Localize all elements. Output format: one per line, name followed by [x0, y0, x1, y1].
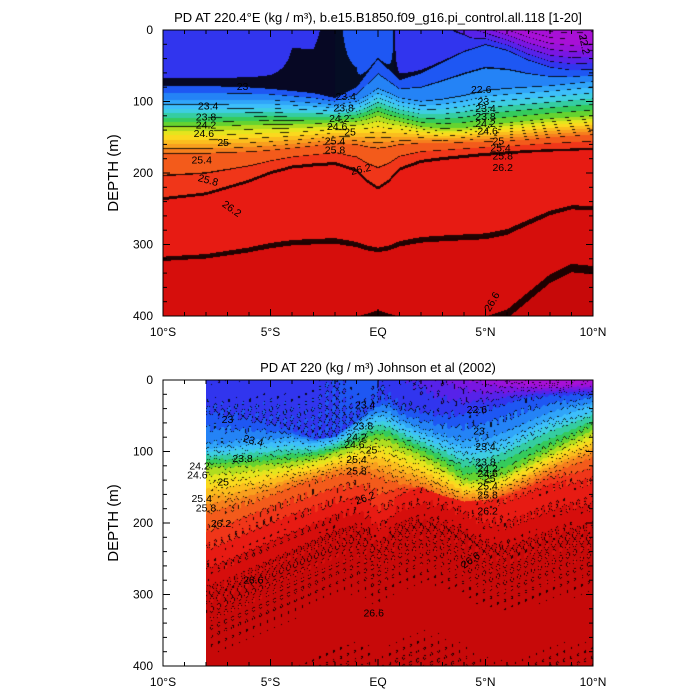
contour-label: 26.2 — [211, 518, 232, 530]
x-tick-label: EQ — [369, 675, 386, 689]
contour-label: 22.6 — [467, 404, 488, 416]
y-tick-label: 300 — [133, 238, 153, 252]
contour-label: 23.8 — [475, 111, 496, 123]
x-tick-label: 10°S — [150, 675, 176, 689]
contour-label: 24.2 — [196, 120, 217, 132]
contour-label: 25.4 — [191, 155, 212, 167]
contour-label: 26.6 — [363, 608, 384, 620]
contour-label: 25 — [493, 135, 505, 147]
y-axis-label: DEPTH (m) — [105, 484, 122, 562]
contour-label: 23.8 — [353, 420, 374, 432]
contour-label: 22.2 — [576, 33, 592, 56]
contour-label: 22.6 — [471, 84, 492, 96]
contour-label: 25.4 — [346, 454, 367, 466]
contour-label: 25 — [366, 445, 378, 457]
y-tick-label: 100 — [133, 95, 153, 109]
contour-label: 26.2 — [477, 505, 498, 517]
contour-label: 23.8 — [232, 453, 253, 465]
contour-label: 25 — [344, 127, 356, 139]
contour-label: 24.2 — [475, 118, 496, 130]
y-tick-label: 0 — [146, 373, 153, 387]
contour-label: 23.4 — [475, 103, 496, 115]
x-tick-label: EQ — [369, 325, 386, 339]
contour-label: 24.2 — [346, 432, 367, 444]
contour-label: 23.4 — [198, 100, 219, 112]
contour-label: 24.2 — [329, 113, 350, 125]
contour-label: 24.6 — [327, 121, 348, 133]
contour-label: 24.2 — [477, 463, 498, 475]
contour-fill — [206, 380, 593, 666]
contour-label: 25.8 — [196, 502, 217, 514]
y-tick-label: 400 — [133, 309, 153, 323]
contour-label: 24.6 — [477, 125, 498, 137]
x-tick-label: 5°S — [261, 675, 280, 689]
x-tick-label: 5°S — [261, 325, 280, 339]
contour-label: 25 — [217, 137, 229, 149]
y-tick-label: 300 — [133, 588, 153, 602]
contour-label: 24.6 — [344, 439, 365, 451]
contour-label: 25.4 — [325, 135, 346, 147]
x-tick-label: 10°S — [150, 325, 176, 339]
contour-label: 26.2 — [350, 162, 373, 178]
y-tick-label: 0 — [146, 23, 153, 37]
y-tick-label: 100 — [133, 445, 153, 459]
contour-label: 24.2 — [189, 460, 210, 472]
contour-label: 25.4 — [490, 142, 511, 154]
x-tick-label: 10°N — [580, 675, 607, 689]
x-tick-label: 10°N — [580, 325, 607, 339]
contour-label: 23.8 — [475, 457, 496, 469]
contour-label: 25.8 — [477, 490, 498, 502]
contour-label: 23 — [478, 96, 490, 108]
contour-label: 25 — [484, 473, 496, 485]
contour-label: 23 — [222, 414, 234, 426]
contour-label: 25 — [217, 477, 229, 489]
contour-label: 23 — [237, 81, 249, 93]
y-tick-label: 400 — [133, 659, 153, 673]
y-tick-label: 200 — [133, 166, 153, 180]
contour-label: 25.8 — [346, 465, 367, 477]
x-tick-label: 5°N — [475, 325, 495, 339]
contour-label: 25.8 — [325, 145, 346, 157]
contour-label: 25.4 — [477, 480, 498, 492]
contour-label: 26.6 — [243, 575, 264, 587]
contour-label: 24.6 — [477, 468, 498, 480]
contour-label: 23.4 — [355, 400, 376, 412]
x-tick-label: 5°N — [475, 675, 495, 689]
contour-label: 25.8 — [492, 150, 513, 162]
contour-label: 24.6 — [187, 470, 208, 482]
contour-label: 25.8 — [197, 172, 220, 189]
contour-label: 25.4 — [191, 493, 212, 505]
y-tick-label: 200 — [133, 516, 153, 530]
contour-label: 23.4 — [242, 433, 265, 450]
contour-label: 23.4 — [475, 441, 496, 453]
contour-label: 23.8 — [333, 102, 354, 114]
y-axis-label: DEPTH (m) — [105, 134, 122, 212]
contour-label: 23.4 — [336, 91, 357, 103]
chart-panel-0: 22.222.6232323.423.423.423.823.823.824.2… — [105, 10, 606, 339]
contour-label: 24.6 — [194, 128, 215, 140]
contour-label: 26.2 — [492, 162, 513, 174]
chart-title: PD AT 220.4°E (kg / m³), b.e15.B1850.f09… — [174, 10, 582, 25]
contour-fill — [163, 30, 593, 316]
chart-title: PD AT 220 (kg / m³) Johnson et al (2002) — [260, 360, 496, 375]
contour-label: 23.8 — [196, 112, 217, 124]
chart-panel-1: 22.6232323.423.423.423.823.823.824.224.2… — [105, 360, 606, 689]
contour-label: 23 — [473, 425, 485, 437]
